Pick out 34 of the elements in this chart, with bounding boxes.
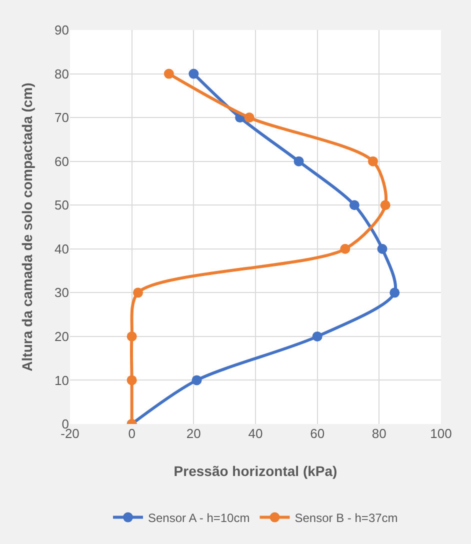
legend-label: Sensor B - h=37cm xyxy=(294,510,398,525)
x-axis-title: Pressão horizontal (kPa) xyxy=(174,463,338,479)
y-axis-title: Altura da camada de solo compactada (cm) xyxy=(19,82,35,372)
point xyxy=(312,331,322,342)
y-tick-label: 70 xyxy=(54,110,69,126)
point xyxy=(377,244,388,254)
point xyxy=(349,200,360,210)
x-tick-label: 60 xyxy=(310,426,325,441)
point xyxy=(390,288,400,298)
legend-label: Sensor A - h=10cm xyxy=(148,510,250,525)
y-tick-label: 60 xyxy=(54,154,69,169)
y-tick-label: 40 xyxy=(54,241,69,256)
point xyxy=(294,156,304,166)
point xyxy=(164,68,174,79)
point xyxy=(368,156,378,166)
y-tick-label: 30 xyxy=(54,285,69,300)
point xyxy=(126,375,137,386)
point xyxy=(133,288,144,298)
point xyxy=(244,112,254,123)
x-tick-label: 80 xyxy=(372,426,386,441)
y-tick-label: 50 xyxy=(54,198,69,213)
y-tick-label: 80 xyxy=(54,66,69,82)
y-tick-label: 20 xyxy=(54,328,69,344)
x-tick-label: 40 xyxy=(248,426,263,441)
x-tick-label: 100 xyxy=(430,426,452,441)
point xyxy=(126,331,137,342)
y-tick-label: 90 xyxy=(54,22,69,38)
point xyxy=(340,244,350,254)
point xyxy=(380,200,390,210)
x-tick-label: 20 xyxy=(186,426,201,441)
y-tick-label: 10 xyxy=(54,372,69,388)
x-tick-label: 0 xyxy=(128,426,136,441)
point xyxy=(188,68,199,79)
point xyxy=(192,375,202,386)
